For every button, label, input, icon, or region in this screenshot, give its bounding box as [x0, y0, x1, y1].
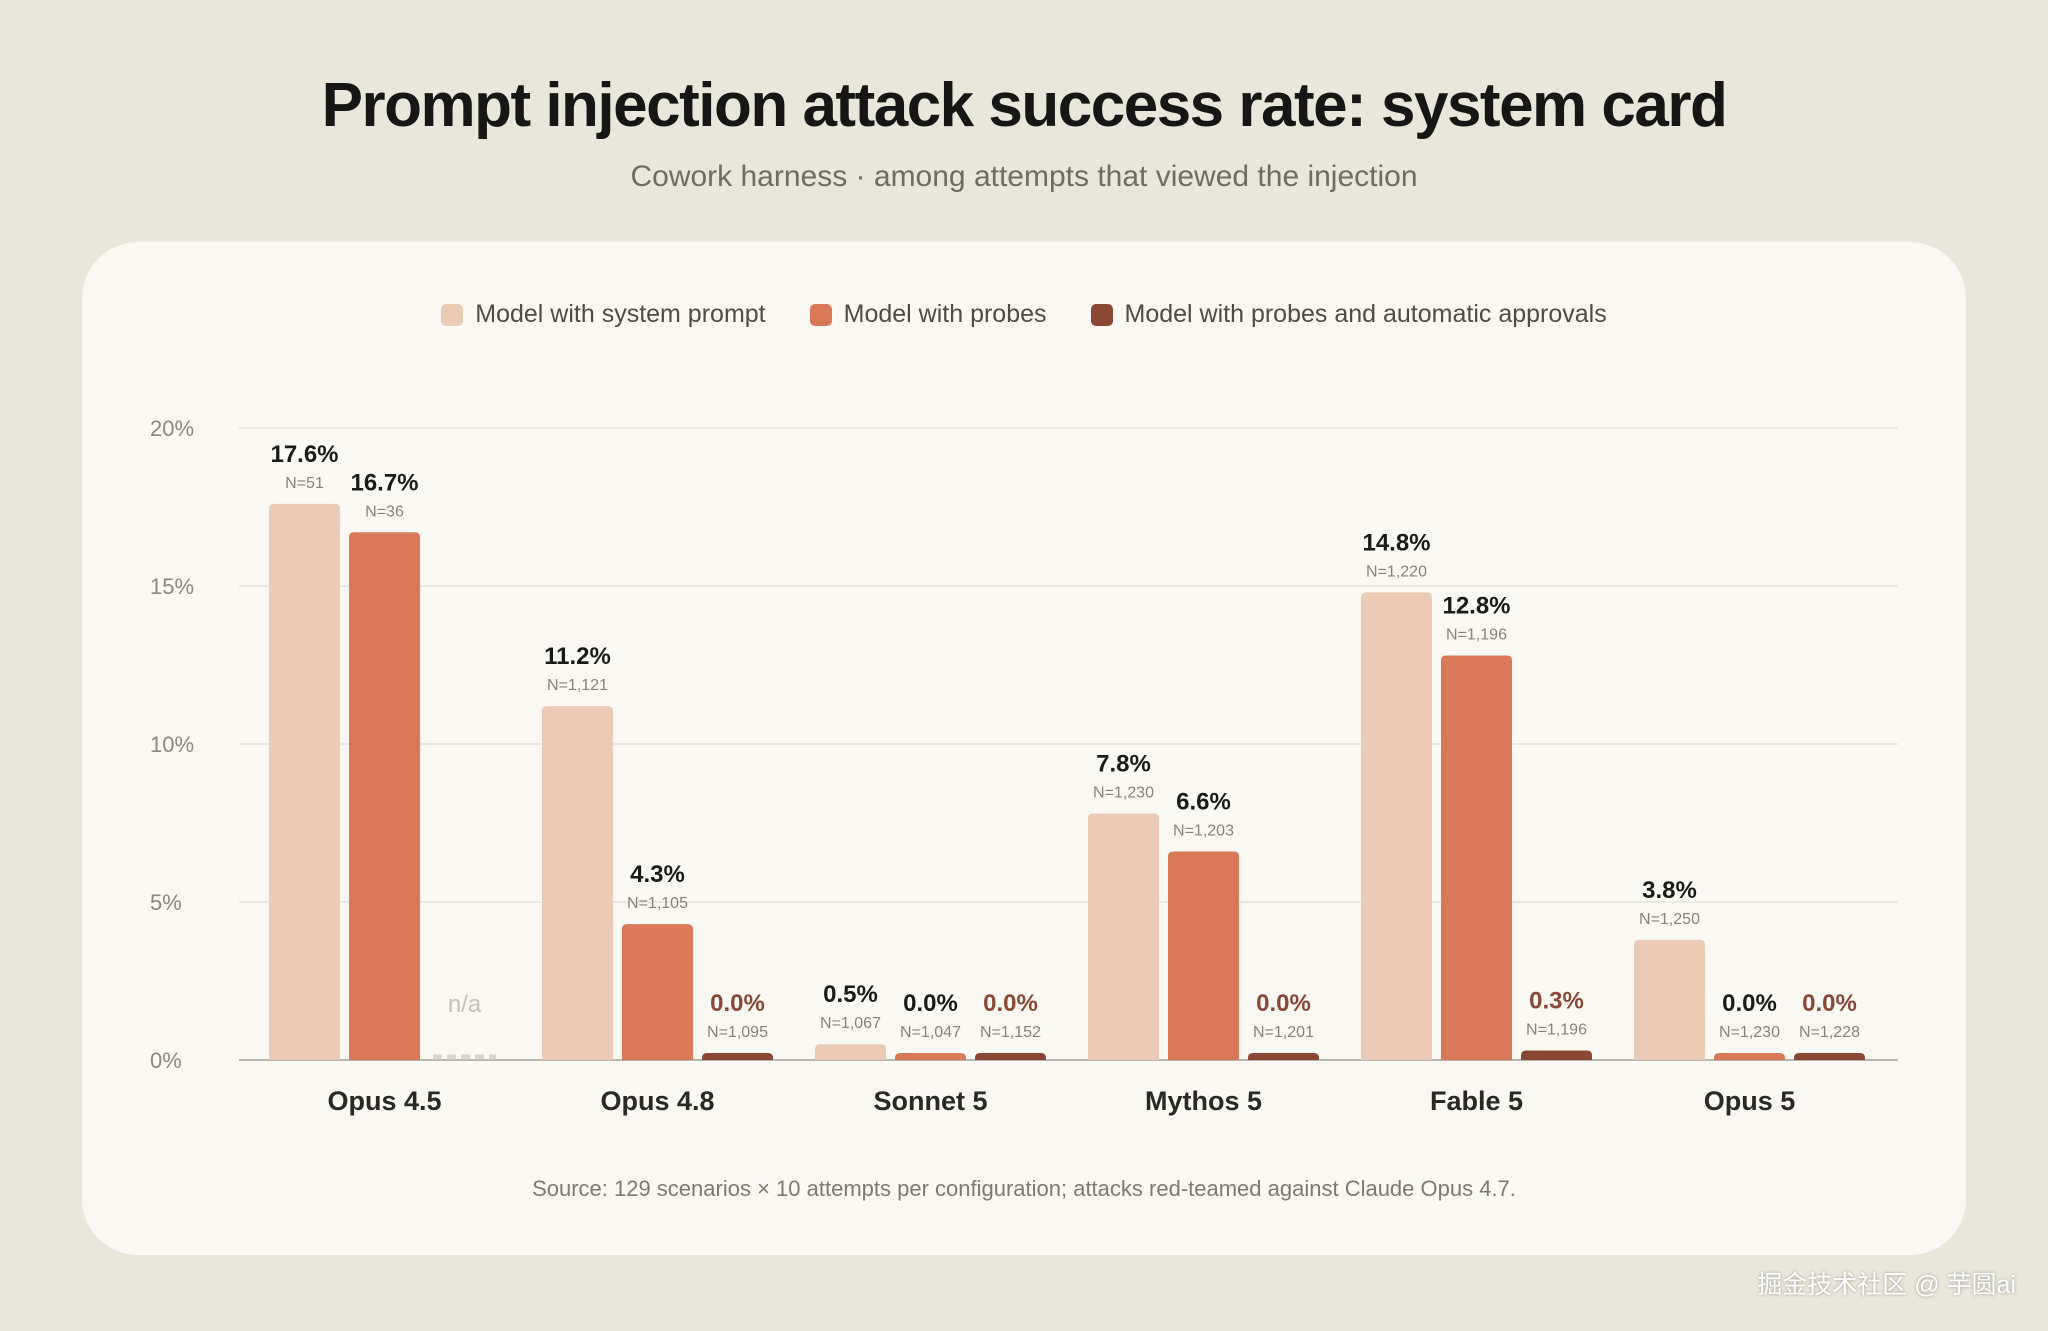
y-tick-label: 0%	[150, 1048, 182, 1073]
chart-subtitle: Cowork harness · among attempts that vie…	[630, 160, 1418, 193]
y-tick-label: 10%	[150, 732, 194, 757]
bar-n-label: N=1,201	[1253, 1024, 1314, 1041]
bar-value-label: 0.0%	[983, 990, 1038, 1017]
y-tick-label: 5%	[150, 890, 182, 915]
bar-value-label: 6.6%	[1176, 788, 1231, 815]
bar	[1634, 939, 1705, 1060]
bar-value-label: 0.0%	[710, 990, 765, 1017]
bar-n-label: N=1,196	[1446, 627, 1507, 644]
bar-value-label: 0.0%	[1802, 990, 1857, 1017]
bar	[1088, 813, 1159, 1060]
bar	[349, 532, 420, 1060]
legend-label-probes-approvals: Model with probes and automatic approval…	[1124, 300, 1607, 328]
bar	[1361, 592, 1432, 1060]
bar	[269, 503, 340, 1061]
bar-n-label: N=1,095	[707, 1024, 768, 1041]
legend-label-system-prompt: Model with system prompt	[475, 300, 766, 328]
bar-n-label: N=1,220	[1366, 563, 1427, 580]
bar-n-label: N=1,047	[900, 1024, 961, 1041]
bar-n-label: N=1,067	[820, 1015, 881, 1032]
bar-n-label: N=1,228	[1799, 1024, 1860, 1041]
bar-value-label: 3.8%	[1642, 877, 1697, 904]
x-category-label: Fable 5	[1430, 1086, 1523, 1116]
y-tick-label: 15%	[150, 574, 194, 599]
bar	[542, 706, 613, 1060]
bar-value-label: 0.0%	[1722, 990, 1777, 1017]
watermark: 掘金技术社区 @ 芋圆ai	[1757, 1271, 2016, 1299]
chart-legend: Model with system prompt Model with prob…	[82, 300, 1966, 329]
legend-item-system-prompt: Model with system prompt	[441, 300, 766, 329]
bar	[1714, 1053, 1785, 1060]
bar-value-label: 14.8%	[1362, 529, 1430, 556]
x-category-label: Mythos 5	[1145, 1086, 1262, 1116]
bar	[702, 1053, 773, 1060]
legend-swatch-probes	[809, 303, 832, 326]
bar-n-label: N=1,105	[627, 895, 688, 912]
x-category-label: Opus 5	[1704, 1086, 1796, 1116]
bar-n-label: N=51	[285, 475, 324, 492]
x-category-label: Sonnet 5	[873, 1086, 987, 1116]
chart-title: Prompt injection attack success rate: sy…	[321, 71, 1728, 140]
bar	[815, 1044, 886, 1060]
bar-value-label: 0.3%	[1529, 988, 1584, 1015]
bar	[1794, 1053, 1865, 1060]
bar-value-label: 4.3%	[630, 861, 685, 888]
bar-value-label: 17.6%	[270, 441, 338, 468]
bar-n-label: N=1,121	[547, 677, 608, 694]
bar-n-label: N=1,230	[1093, 785, 1154, 802]
bar-value-label: 0.0%	[1256, 990, 1311, 1017]
bar	[975, 1053, 1046, 1060]
bar	[1521, 1050, 1592, 1060]
chart-source-note: Source: 129 scenarios × 10 attempts per …	[532, 1176, 1516, 1201]
bar-n-label: N=1,230	[1719, 1024, 1780, 1041]
x-category-label: Opus 4.8	[600, 1086, 714, 1116]
chart-card: Model with system prompt Model with prob…	[82, 242, 1966, 1255]
legend-swatch-probes-approvals	[1090, 303, 1113, 326]
bar-value-label: 0.0%	[903, 990, 958, 1017]
bar-value-label: 7.8%	[1096, 751, 1151, 778]
bar-chart: 0% 5% 10% 15% 20% 17.6% N=51 16.7% N=36 n/a Opus 4…	[150, 416, 1898, 1116]
bar-value-label: 0.5%	[823, 981, 878, 1008]
bar-n-label: N=36	[365, 503, 404, 520]
bar	[895, 1053, 966, 1060]
bar-value-label: 12.8%	[1442, 593, 1510, 620]
bar-value-label: n/a	[448, 991, 482, 1018]
legend-item-probes: Model with probes	[809, 300, 1047, 329]
legend-item-probes-approvals: Model with probes and automatic approval…	[1090, 300, 1607, 329]
x-category-label: Opus 4.5	[327, 1086, 441, 1116]
bar	[1441, 655, 1512, 1060]
y-tick-label: 20%	[150, 416, 194, 441]
bar-n-label: N=1,250	[1639, 911, 1700, 928]
bar-n-label: N=1,196	[1526, 1022, 1587, 1039]
bar-value-label: 11.2%	[544, 643, 611, 670]
bar-n-label: N=1,203	[1173, 822, 1234, 839]
bar	[622, 924, 693, 1060]
bar	[1248, 1053, 1319, 1060]
legend-label-probes: Model with probes	[843, 300, 1047, 328]
bar-n-label: N=1,152	[980, 1024, 1041, 1041]
bar	[1168, 851, 1239, 1060]
legend-swatch-system-prompt	[441, 303, 464, 326]
bar-value-label: 16.7%	[350, 469, 418, 496]
